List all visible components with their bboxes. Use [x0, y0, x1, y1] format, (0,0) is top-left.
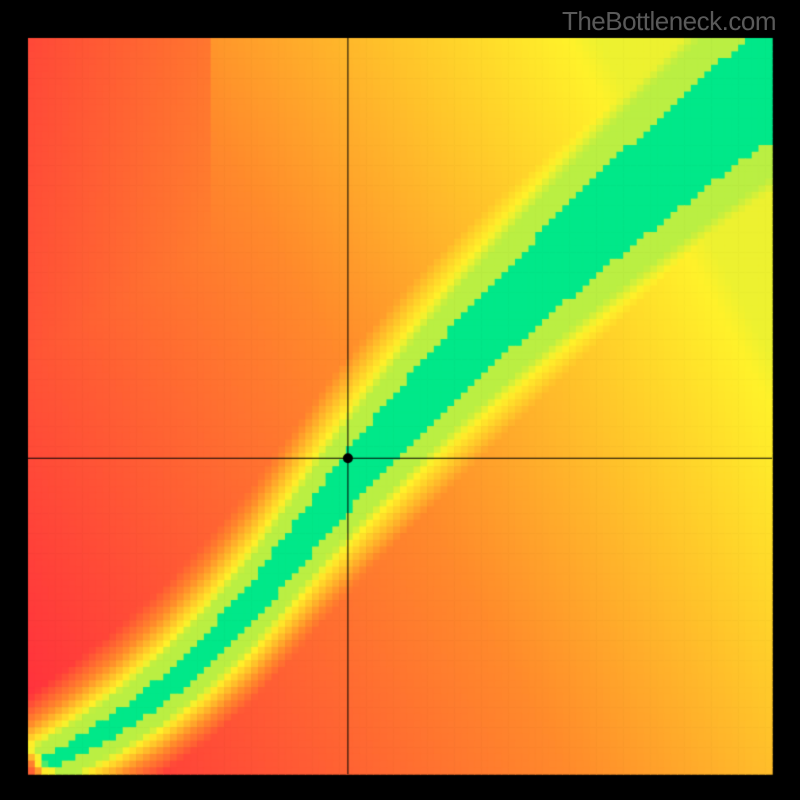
watermark-text: TheBottleneck.com	[562, 6, 776, 37]
chart-container: TheBottleneck.com	[0, 0, 800, 800]
heatmap-canvas	[0, 0, 800, 800]
